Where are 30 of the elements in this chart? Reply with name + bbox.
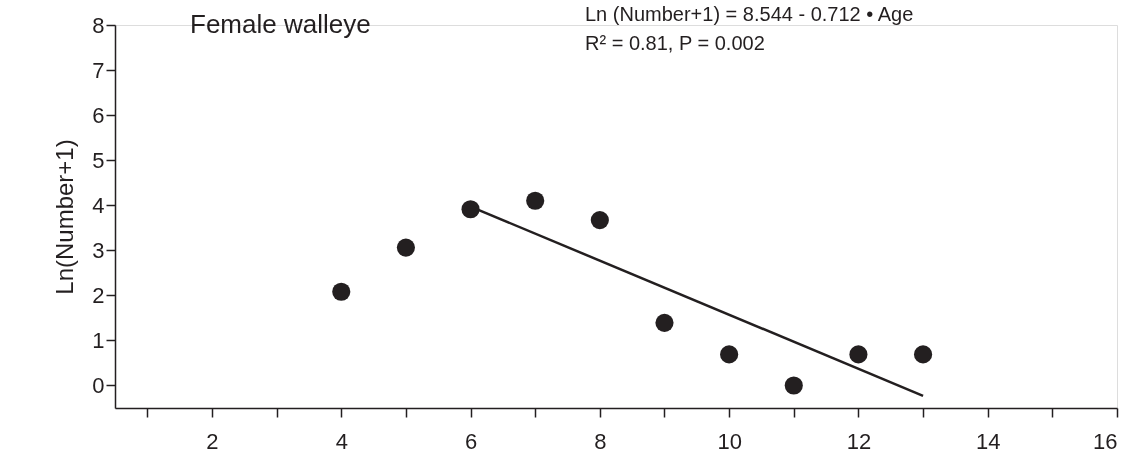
y-tick-label: 2 (92, 282, 105, 308)
point (784, 376, 803, 395)
x-tick-label: 16 (1093, 428, 1118, 454)
x-tick-label: 8 (594, 428, 607, 454)
x-tick-label: 12 (846, 428, 872, 454)
y-tick-label: 3 (92, 237, 105, 263)
y-tick-label: 4 (92, 192, 105, 218)
point (332, 282, 351, 301)
y-tick-label: 8 (92, 12, 105, 38)
text: Ln (Number+1) = 8.544 - 0.712 • Age (585, 3, 914, 25)
y-axis-title: Ln(Number+1) (51, 139, 79, 295)
x-tick-label: 10 (717, 428, 742, 454)
annotation: R² = 0.81, P = 0.002 (585, 32, 765, 54)
x-tick-label: 4 (335, 428, 348, 454)
point (526, 191, 545, 210)
y-tick-label: 1 (92, 327, 105, 353)
point (396, 238, 415, 257)
y-tick-label: 7 (92, 57, 105, 83)
point (913, 345, 933, 364)
point (720, 345, 739, 364)
y-tick-label: 6 (92, 102, 105, 128)
annotation: Female walleye (190, 9, 371, 39)
x-tick-label: 6 (464, 428, 478, 454)
point (655, 313, 674, 332)
point (590, 211, 609, 230)
y-tick-label: 0 (92, 372, 105, 398)
x-tick-label: 2 (206, 428, 219, 454)
x-tick-label: 14 (975, 428, 1001, 454)
point (849, 345, 868, 364)
y-tick-label: 5 (92, 147, 105, 173)
